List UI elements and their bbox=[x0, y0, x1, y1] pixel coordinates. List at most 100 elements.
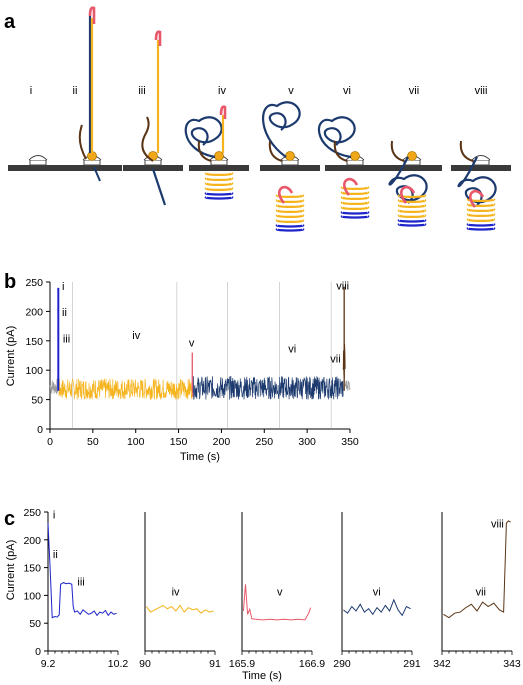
membrane-platform bbox=[382, 165, 442, 171]
membrane-platform bbox=[260, 165, 320, 171]
strand-pink-loop bbox=[278, 185, 294, 204]
stage-label-1: i bbox=[30, 85, 32, 97]
motor-protein bbox=[285, 151, 295, 161]
subplot-4: 342 343 vii viii bbox=[433, 512, 521, 670]
strand-brown bbox=[197, 140, 212, 162]
membrane-platform bbox=[8, 165, 68, 171]
stage-label-8: viii bbox=[475, 85, 488, 97]
annotation-0: i bbox=[62, 281, 64, 293]
schematic-1 bbox=[8, 155, 68, 171]
strand-tail bbox=[93, 166, 101, 182]
x-tick-label-0: 0 bbox=[47, 436, 53, 448]
pore-body bbox=[29, 159, 47, 166]
y-tick-label-0: 0 bbox=[37, 424, 43, 436]
panel-c-y-title: Current (pA) bbox=[5, 540, 17, 601]
subplot-label-1: viii bbox=[491, 519, 504, 531]
c-y-tick-label-5: 250 bbox=[23, 507, 41, 519]
subplot-trace bbox=[146, 604, 214, 614]
c-x-tick-label-start: 165.9 bbox=[229, 658, 255, 670]
c-x-tick-label-end: 91 bbox=[209, 658, 221, 670]
subplot-trace bbox=[242, 584, 312, 621]
schematic-2 bbox=[62, 6, 122, 182]
y-tick-label-1: 50 bbox=[31, 395, 43, 407]
strand-blue-coil bbox=[275, 223, 305, 232]
trace-segment-2 bbox=[58, 378, 193, 400]
strand-navy-tangle bbox=[184, 116, 223, 159]
panel-b-letter: b bbox=[4, 271, 16, 293]
schematic-5 bbox=[260, 101, 320, 232]
schematic-6 bbox=[318, 116, 385, 219]
c-x-tick-label-start: 9.2 bbox=[41, 658, 56, 670]
y-tick-label-3: 150 bbox=[25, 336, 43, 348]
panel-c-charts: Current (pA) Time (s) 0 50 100 150 200 250 9.2… bbox=[5, 507, 521, 682]
strand-pink-loop bbox=[154, 30, 162, 46]
c-y-tick-label-4: 200 bbox=[23, 535, 41, 547]
subplot-trace bbox=[47, 523, 117, 619]
stage-label-6: vi bbox=[343, 85, 351, 97]
panel-c-letter: c bbox=[4, 508, 15, 530]
panel-a-stage-labels: i ii iii iv v vi vii viii bbox=[30, 85, 488, 97]
x-tick-label-1: 50 bbox=[87, 436, 99, 448]
annotation-3: iv bbox=[132, 330, 140, 342]
strand-pink-loop bbox=[469, 189, 485, 208]
subplot-1: 90 91 iv bbox=[139, 512, 221, 670]
annotation-6: vii bbox=[330, 354, 340, 366]
schematic-7 bbox=[382, 140, 442, 227]
c-x-tick-label-end: 166.9 bbox=[299, 658, 325, 670]
strand-blue-coil bbox=[397, 218, 427, 227]
subplot-label-0: vii bbox=[476, 586, 486, 598]
y-tick-label-2: 100 bbox=[25, 365, 43, 377]
c-y-tick-label-1: 50 bbox=[29, 618, 41, 630]
pore-cap bbox=[28, 155, 48, 161]
strand-blue-coil bbox=[466, 222, 496, 231]
strand-tail bbox=[151, 168, 167, 206]
stage-label-4: iv bbox=[218, 85, 226, 97]
strand-navy-tangle bbox=[457, 156, 497, 206]
c-y-tick-label-2: 100 bbox=[23, 590, 41, 602]
y-tick-label-4: 200 bbox=[25, 306, 43, 318]
strand-yellow-coil bbox=[275, 193, 305, 223]
annotation-4: v bbox=[189, 338, 195, 350]
strand-brown bbox=[78, 124, 87, 160]
subplot-label-1: ii bbox=[53, 549, 58, 561]
annotation-7: viii bbox=[336, 281, 349, 293]
strand-yellow-coil bbox=[204, 171, 234, 191]
x-tick-label-4: 200 bbox=[213, 436, 231, 448]
trace-segment-6 bbox=[344, 380, 351, 391]
stage-label-7: vii bbox=[409, 85, 419, 97]
trace-segment-0 bbox=[49, 377, 59, 395]
c-x-tick-label-start: 342 bbox=[433, 658, 451, 670]
strand-navy-tangle bbox=[318, 116, 356, 159]
strand-pink-loop bbox=[343, 177, 359, 196]
trace-segment-4 bbox=[192, 375, 344, 400]
x-tick-label-5: 250 bbox=[256, 436, 274, 448]
subplot-3: 290 291 vi bbox=[333, 512, 421, 670]
x-tick-label-7: 350 bbox=[341, 436, 359, 448]
membrane-platform bbox=[123, 165, 183, 171]
strand-blue-coil bbox=[340, 210, 370, 219]
annotation-1: ii bbox=[62, 307, 67, 319]
subplot-2: 165.9 166.9 v bbox=[229, 512, 325, 670]
strand-yellow-coil bbox=[397, 193, 427, 218]
membrane-platform bbox=[62, 165, 122, 171]
strand-pink-loop bbox=[219, 105, 227, 119]
stage-label-2: ii bbox=[73, 85, 78, 97]
annotation-5: vi bbox=[288, 344, 296, 356]
y-tick-label-5: 250 bbox=[25, 277, 43, 289]
strand-navy-tangle bbox=[262, 101, 301, 158]
schematic-4 bbox=[184, 105, 249, 200]
x-tick-label-6: 300 bbox=[298, 436, 316, 448]
schematic-8 bbox=[451, 140, 511, 231]
strand-brown bbox=[333, 140, 348, 162]
panel-c-x-title: Time (s) bbox=[242, 670, 282, 682]
motor-protein bbox=[350, 151, 360, 161]
c-y-tick-label-0: 0 bbox=[35, 646, 41, 658]
stage-label-5: v bbox=[288, 85, 294, 97]
strand-brown bbox=[141, 116, 154, 162]
strand-yellow-coil bbox=[340, 185, 370, 210]
x-tick-label-3: 150 bbox=[170, 436, 188, 448]
strand-brown bbox=[459, 140, 474, 162]
subplot-label-0: vi bbox=[373, 586, 381, 598]
